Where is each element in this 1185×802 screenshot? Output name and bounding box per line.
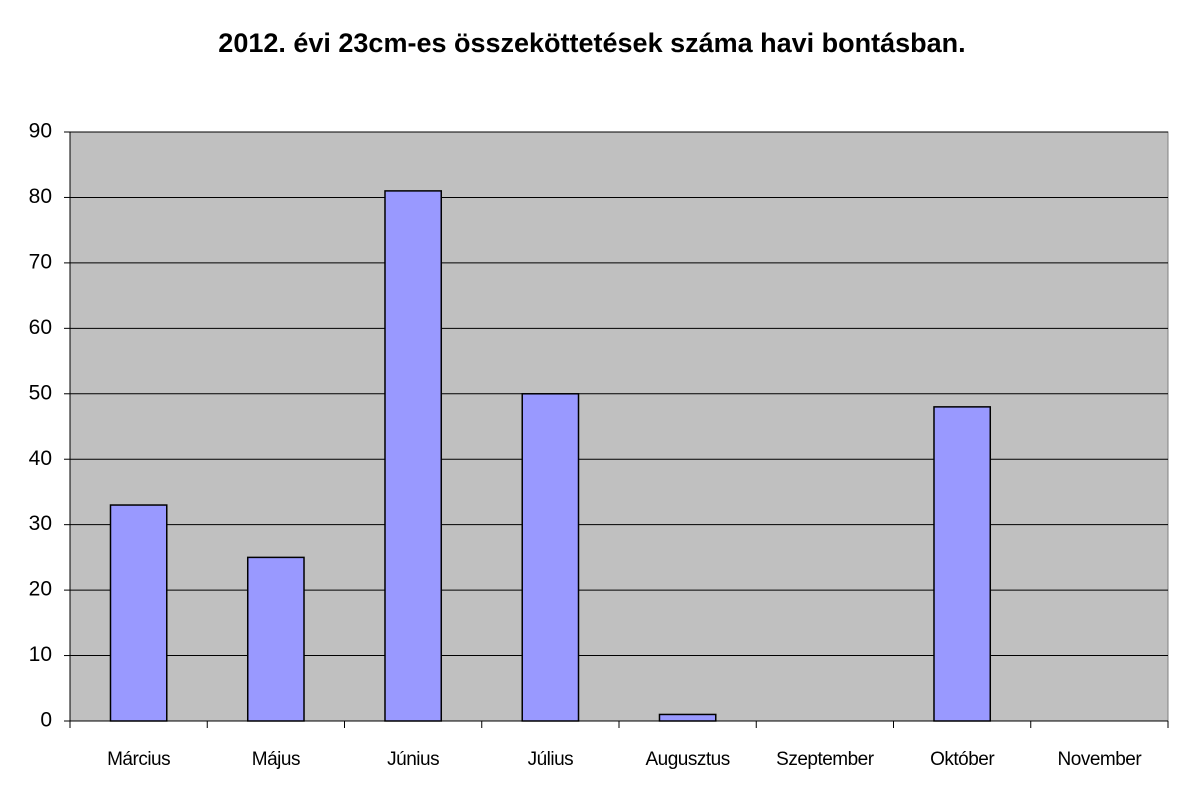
- plot-area: [69, 131, 1169, 722]
- y-tick-label: 70: [29, 250, 52, 273]
- y-tick-label: 50: [29, 381, 52, 404]
- y-tick-label: 40: [29, 447, 52, 470]
- x-tick-label: Szeptember: [776, 749, 875, 770]
- y-tick-label: 10: [29, 643, 52, 666]
- y-tick-label: 90: [29, 120, 52, 143]
- x-tick-label: Július: [528, 749, 574, 770]
- bar: [384, 190, 443, 722]
- x-tick-label: Május: [252, 749, 300, 770]
- bar: [658, 713, 717, 722]
- x-tick-label: Augusztus: [646, 749, 730, 770]
- bar: [109, 504, 168, 722]
- x-tick-label: November: [1058, 749, 1143, 770]
- x-tick-label: Október: [930, 749, 995, 770]
- y-tick-label: 20: [29, 578, 52, 601]
- bar: [246, 556, 305, 722]
- y-tick-label: 30: [29, 512, 52, 535]
- y-tick-label: 60: [29, 316, 52, 339]
- bar: [521, 393, 580, 722]
- x-tick-label: Március: [107, 749, 170, 770]
- y-tick-label: 0: [40, 709, 52, 732]
- chart-title: 2012. évi 23cm-es összeköttetések száma …: [218, 28, 965, 58]
- x-tick-label: Június: [387, 749, 439, 770]
- bar: [933, 406, 992, 722]
- y-tick-label: 80: [29, 185, 52, 208]
